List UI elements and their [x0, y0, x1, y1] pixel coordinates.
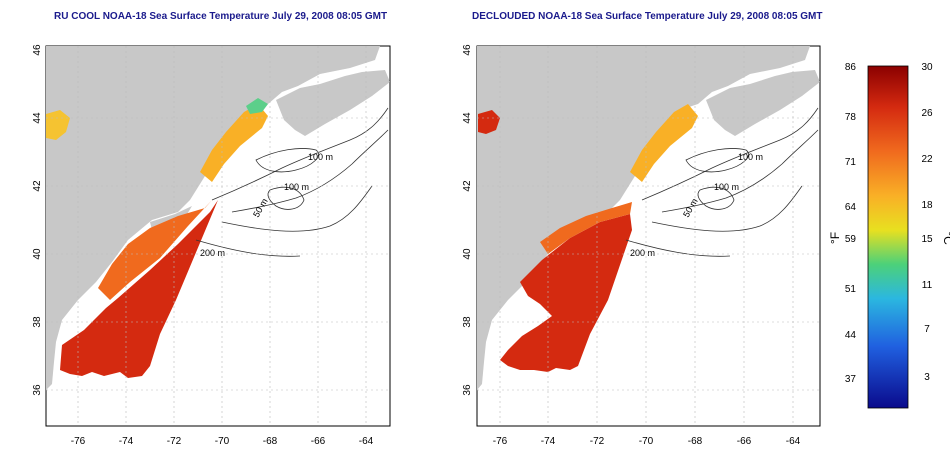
colorbar-celsius-label: °C	[941, 231, 950, 245]
y-tick-left-4: 44	[32, 112, 43, 124]
f-tick-7: 37	[845, 374, 857, 385]
contours-left	[195, 107, 389, 257]
map-right: 100 m 100 m 50 m 200 m -76 -74 -	[462, 44, 821, 447]
y-tick-right-2: 40	[462, 248, 473, 260]
x-tick-right-4: -68	[688, 436, 703, 447]
c-tick-6: 7	[924, 324, 930, 335]
sst-warm-right	[540, 202, 632, 254]
f-tick-5: 51	[845, 284, 857, 295]
x-tick-left-4: -68	[263, 436, 278, 447]
y-tick-right-1: 38	[462, 316, 473, 328]
y-tick-left-0: 36	[32, 384, 43, 396]
y-tick-right-4: 44	[462, 112, 473, 124]
f-tick-6: 44	[845, 330, 857, 341]
contour-label-100m-a-right: 100 m	[738, 152, 763, 162]
colorbar-fahrenheit-label: °F	[828, 232, 842, 244]
land-right	[477, 46, 810, 390]
contour-label-200m-right: 200 m	[630, 248, 655, 258]
title-right: DECLOUDED NOAA-18 Sea Surface Temperatur…	[472, 11, 823, 22]
x-tick-left-3: -70	[215, 436, 230, 447]
land-left	[46, 46, 380, 390]
c-tick-5: 11	[922, 280, 933, 291]
nova-scotia-right	[706, 70, 820, 136]
x-tick-right-6: -64	[786, 436, 801, 447]
c-tick-0: 30	[921, 62, 933, 73]
sst-mild-left	[200, 104, 268, 182]
colorbar-fahrenheit-ticks: 86 78 71 64 59 51 44 37	[845, 62, 857, 385]
title-left: RU COOL NOAA-18 Sea Surface Temperature …	[54, 11, 388, 22]
sst-small-right	[478, 110, 500, 134]
f-tick-2: 71	[845, 157, 857, 168]
y-tick-left-3: 42	[32, 180, 43, 192]
f-tick-0: 86	[845, 62, 857, 73]
x-ticks-left: -76 -74 -72 -70 -68 -66 -64	[71, 436, 374, 447]
grid-left	[46, 46, 390, 426]
colorbar: 86 78 71 64 59 51 44 37 30 26 22 18 15 1…	[828, 62, 950, 409]
sst-mild-right	[630, 104, 698, 182]
sst-gom-left	[46, 110, 70, 140]
contour-label-100m-b-right: 100 m	[714, 182, 739, 192]
x-tick-right-2: -72	[590, 436, 605, 447]
f-tick-1: 78	[845, 112, 857, 123]
y-tick-right-3: 42	[462, 180, 473, 192]
sst-hot-left	[60, 200, 218, 378]
x-tick-right-1: -74	[541, 436, 556, 447]
sst-warm-left	[98, 200, 212, 300]
y-tick-left-2: 40	[32, 248, 43, 260]
y-ticks-right: 36 38 40 42 44 46	[462, 44, 473, 396]
x-tick-left-6: -64	[359, 436, 374, 447]
x-tick-right-3: -70	[639, 436, 654, 447]
contours-right	[625, 107, 819, 257]
x-tick-left-1: -74	[119, 436, 134, 447]
x-tick-left-5: -66	[311, 436, 326, 447]
x-ticks-right: -76 -74 -72 -70 -68 -66 -64	[493, 436, 801, 447]
c-tick-3: 18	[921, 200, 933, 211]
x-tick-right-5: -66	[737, 436, 752, 447]
contour-label-100m-a: 100 m	[308, 152, 333, 162]
f-tick-4: 59	[845, 234, 857, 245]
x-tick-left-2: -72	[167, 436, 182, 447]
c-tick-2: 22	[921, 154, 933, 165]
nova-scotia-left	[276, 70, 390, 136]
contour-label-200m: 200 m	[200, 248, 225, 258]
sst-hot-right	[500, 214, 632, 372]
y-ticks-left: 36 38 40 42 44 46	[32, 44, 43, 396]
y-tick-left-5: 46	[32, 44, 43, 56]
y-tick-right-5: 46	[462, 44, 473, 56]
c-tick-7: 3	[924, 372, 930, 383]
sst-cool-left	[246, 98, 268, 114]
map-left: 100 m 100 m 50 m 200 m -76	[32, 44, 391, 447]
c-tick-1: 26	[921, 108, 933, 119]
c-tick-4: 15	[921, 234, 933, 245]
x-tick-left-0: -76	[71, 436, 86, 447]
colorbar-gradient	[867, 65, 909, 409]
contour-label-100m-b: 100 m	[284, 182, 309, 192]
x-tick-right-0: -76	[493, 436, 508, 447]
y-tick-left-1: 38	[32, 316, 43, 328]
f-tick-3: 64	[845, 202, 857, 213]
grid-right	[477, 46, 820, 426]
colorbar-celsius-ticks: 30 26 22 18 15 11 7 3	[921, 62, 933, 383]
y-tick-right-0: 36	[462, 384, 473, 396]
